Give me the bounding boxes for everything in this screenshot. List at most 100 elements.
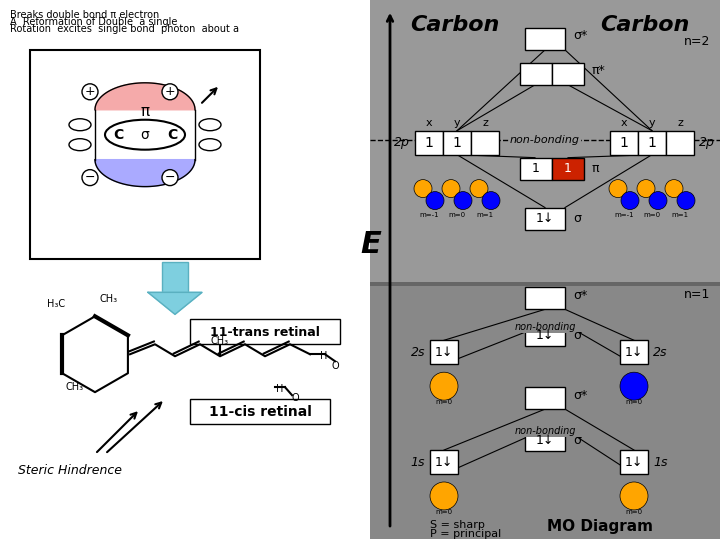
Text: +: + xyxy=(165,85,175,98)
Text: m=0: m=0 xyxy=(626,399,642,405)
Text: σ: σ xyxy=(573,329,581,342)
Circle shape xyxy=(649,192,667,210)
Text: y: y xyxy=(454,118,460,128)
Text: x: x xyxy=(621,118,627,128)
Text: 1↓: 1↓ xyxy=(536,212,554,225)
Circle shape xyxy=(426,192,444,210)
Ellipse shape xyxy=(69,119,91,131)
Circle shape xyxy=(162,84,178,100)
Bar xyxy=(525,429,565,451)
Bar xyxy=(162,262,188,292)
Text: C: C xyxy=(167,128,177,141)
Text: 1↓: 1↓ xyxy=(435,346,453,359)
Bar xyxy=(620,450,648,474)
Bar xyxy=(525,325,565,346)
Text: 1↓: 1↓ xyxy=(435,456,453,469)
Bar xyxy=(370,0,720,285)
Text: O: O xyxy=(291,393,299,403)
Bar xyxy=(666,131,694,154)
Bar xyxy=(370,282,720,286)
Bar xyxy=(190,399,330,424)
Bar xyxy=(520,63,552,85)
Text: σ*: σ* xyxy=(573,389,588,402)
Bar xyxy=(552,63,584,85)
Text: π*: π* xyxy=(592,64,606,77)
Text: 1: 1 xyxy=(564,162,572,175)
Text: 2p: 2p xyxy=(394,136,410,149)
Circle shape xyxy=(620,372,648,400)
Text: CH₃: CH₃ xyxy=(211,336,229,346)
Polygon shape xyxy=(148,292,202,314)
Text: 1: 1 xyxy=(453,136,462,150)
Text: Carbon: Carbon xyxy=(410,15,500,35)
Text: m=1: m=1 xyxy=(477,212,494,218)
Text: m=0: m=0 xyxy=(626,509,642,515)
Text: Rotation  excites  single bond  photon  about a: Rotation excites single bond photon abou… xyxy=(10,24,239,34)
Text: non-bonding: non-bonding xyxy=(514,322,576,332)
Text: non-bonding: non-bonding xyxy=(510,134,580,145)
Bar xyxy=(430,450,458,474)
Ellipse shape xyxy=(199,119,221,131)
Text: non-bonding: non-bonding xyxy=(514,426,576,436)
Bar xyxy=(430,340,458,364)
Circle shape xyxy=(162,170,178,186)
Text: m=-1: m=-1 xyxy=(614,212,634,218)
Text: y: y xyxy=(649,118,655,128)
Text: 1↓: 1↓ xyxy=(536,329,554,342)
Bar xyxy=(509,133,581,147)
Bar xyxy=(620,340,648,364)
Text: 2s: 2s xyxy=(653,346,667,359)
Text: 1s: 1s xyxy=(653,456,667,469)
Bar xyxy=(509,425,581,437)
Text: 1↓: 1↓ xyxy=(536,434,554,447)
Text: Steric Hindrence: Steric Hindrence xyxy=(18,464,122,477)
Ellipse shape xyxy=(199,139,221,151)
Text: n=1: n=1 xyxy=(683,288,710,301)
Circle shape xyxy=(620,482,648,510)
Text: z: z xyxy=(677,118,683,128)
Bar xyxy=(525,28,565,50)
Text: Breaks double bond π electron: Breaks double bond π electron xyxy=(10,10,159,20)
Bar xyxy=(525,207,565,230)
Text: 1: 1 xyxy=(647,136,657,150)
Circle shape xyxy=(430,372,458,400)
Text: −: − xyxy=(85,171,95,184)
Bar xyxy=(525,387,565,409)
Circle shape xyxy=(665,180,683,198)
Bar xyxy=(509,321,581,333)
Text: π: π xyxy=(140,104,150,119)
Text: MO Diagram: MO Diagram xyxy=(547,519,653,535)
Text: S = sharp: S = sharp xyxy=(430,520,485,530)
Text: A  Reformation of Double  a single: A Reformation of Double a single xyxy=(10,17,177,27)
Bar xyxy=(30,50,260,259)
Ellipse shape xyxy=(69,139,91,151)
Text: 1: 1 xyxy=(425,136,433,150)
Text: 11-cis retinal: 11-cis retinal xyxy=(209,405,312,419)
Ellipse shape xyxy=(105,120,185,150)
Polygon shape xyxy=(95,160,195,187)
Circle shape xyxy=(82,170,98,186)
Bar xyxy=(638,131,666,154)
Text: σ: σ xyxy=(573,434,581,447)
Circle shape xyxy=(414,180,432,198)
Text: +: + xyxy=(85,85,95,98)
Text: CH₃: CH₃ xyxy=(65,382,83,392)
Circle shape xyxy=(430,482,458,510)
Bar xyxy=(520,158,552,180)
Circle shape xyxy=(621,192,639,210)
Circle shape xyxy=(470,180,488,198)
Text: π: π xyxy=(592,162,600,175)
Text: 1s: 1s xyxy=(410,456,425,469)
Text: m=1: m=1 xyxy=(672,212,688,218)
Text: σ*: σ* xyxy=(573,289,588,302)
Circle shape xyxy=(609,180,627,198)
Bar xyxy=(415,131,443,154)
Text: 2s: 2s xyxy=(410,346,425,359)
Bar xyxy=(443,131,471,154)
Text: σ*: σ* xyxy=(573,29,588,43)
Text: 1↓: 1↓ xyxy=(625,456,643,469)
Text: 1: 1 xyxy=(532,162,540,175)
Text: m=0: m=0 xyxy=(449,212,466,218)
Text: z: z xyxy=(482,118,488,128)
Text: m=0: m=0 xyxy=(436,399,453,405)
